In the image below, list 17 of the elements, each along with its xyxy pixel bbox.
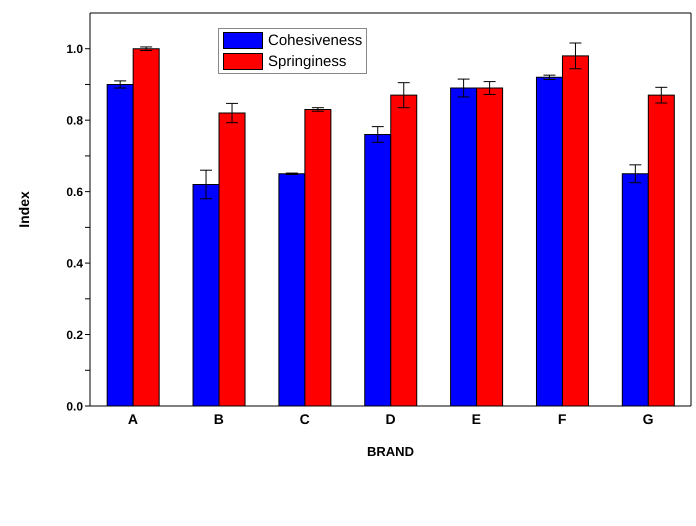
y-tick-label: 0.8 [66, 113, 84, 128]
y-tick-label: 0.2 [66, 328, 84, 342]
legend-label: Cohesiveness [268, 32, 362, 49]
x-tick-label: E [472, 410, 482, 427]
x-tick-label: G [642, 410, 654, 427]
y-tick-label: 0.6 [66, 184, 84, 199]
legend-label: Springiness [268, 53, 346, 70]
y-tick-label: 1.0 [66, 42, 84, 56]
y-axis-title: Index [16, 191, 32, 228]
x-tick-label: A [128, 410, 138, 427]
y-tick-label: 0.4 [66, 256, 84, 270]
x-tick-label: C [300, 410, 310, 427]
y-tick-label: 0.0 [66, 399, 84, 414]
x-tick-label: B [214, 410, 224, 427]
x-tick-label: F [558, 410, 567, 427]
x-tick-label: D [385, 410, 396, 427]
x-axis-title: BRAND [367, 444, 414, 459]
